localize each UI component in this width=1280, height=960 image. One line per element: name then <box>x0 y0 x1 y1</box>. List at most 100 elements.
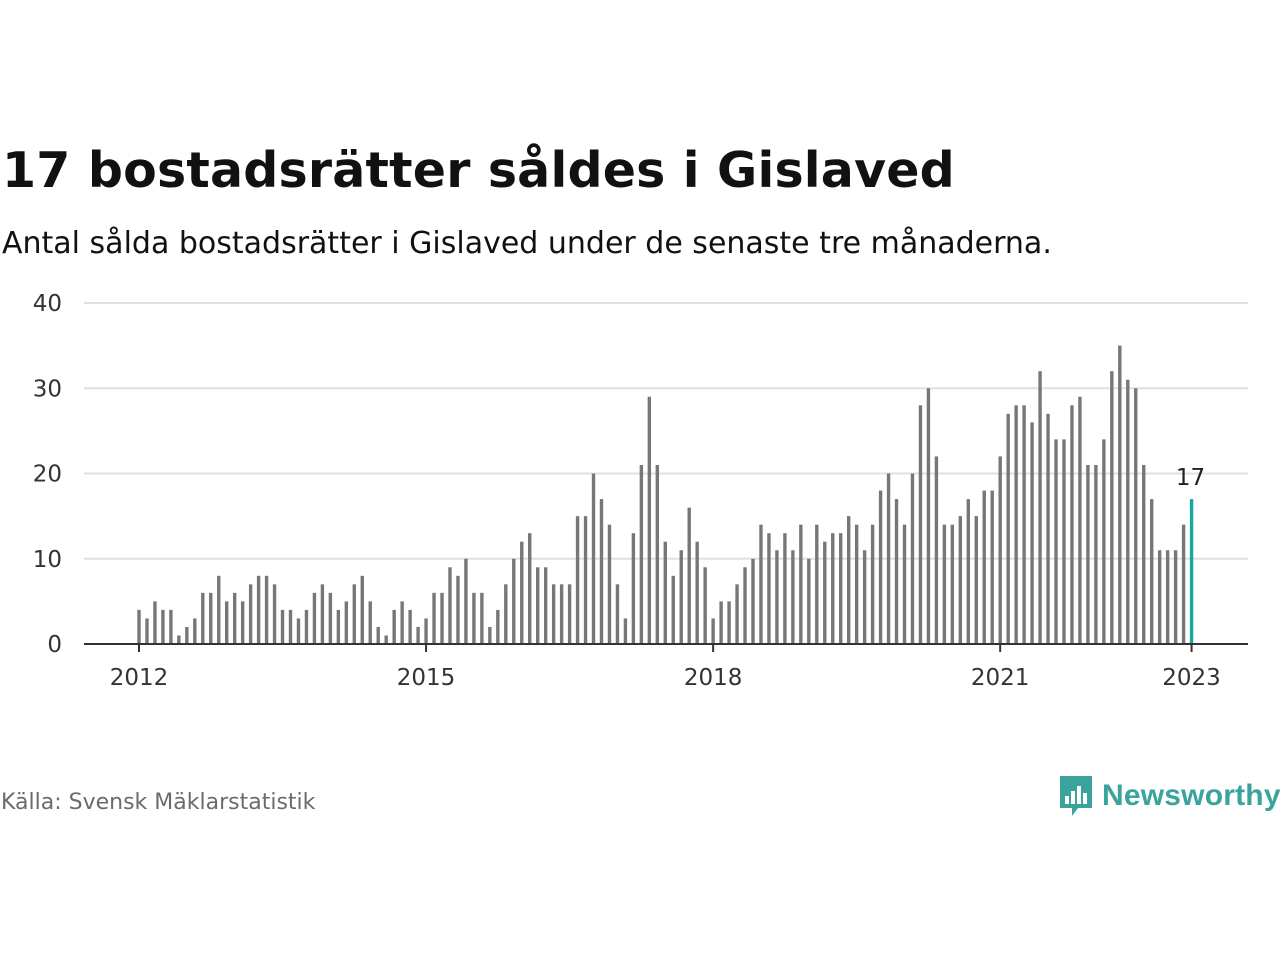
bar <box>735 584 739 644</box>
chart-subtitle: Antal sålda bostadsrätter i Gislaved und… <box>2 226 1052 261</box>
bar <box>400 601 404 644</box>
bar <box>512 558 516 644</box>
bar <box>974 516 978 644</box>
x-tick-label: 2021 <box>971 665 1030 691</box>
bar <box>727 601 731 644</box>
bar <box>1022 405 1026 644</box>
bar <box>966 499 970 644</box>
bar <box>360 575 364 644</box>
bar <box>1173 550 1178 644</box>
bar <box>1030 422 1034 644</box>
bar <box>998 456 1002 644</box>
bar <box>185 626 189 644</box>
bar <box>799 524 803 644</box>
bar <box>1181 524 1186 644</box>
value-annotation: 17 <box>1176 465 1205 491</box>
x-tick-label: 2018 <box>684 665 743 691</box>
bar <box>256 575 261 644</box>
bar <box>472 592 476 644</box>
bar <box>1142 464 1146 644</box>
brand-name: Newsworthy <box>1102 779 1280 812</box>
bar <box>886 473 891 644</box>
bar <box>870 524 875 644</box>
bar <box>815 524 819 644</box>
bar <box>1094 464 1098 644</box>
bar <box>432 592 436 644</box>
bar <box>767 533 771 644</box>
bar <box>536 567 540 644</box>
bar <box>823 541 827 644</box>
bar <box>647 396 652 644</box>
bar <box>711 618 715 644</box>
bar <box>288 609 293 644</box>
bar <box>280 609 285 644</box>
bar <box>1157 550 1162 644</box>
bar <box>352 584 356 644</box>
bar <box>480 592 484 644</box>
bar <box>687 507 691 644</box>
y-tick-label: 10 <box>33 547 62 573</box>
bar <box>950 524 955 644</box>
x-tick-label: 2012 <box>110 665 169 691</box>
bar <box>1046 413 1050 644</box>
bar <box>240 601 245 644</box>
bar <box>504 584 508 644</box>
bar <box>942 524 947 644</box>
bar <box>193 618 197 644</box>
y-tick-label: 0 <box>47 632 62 658</box>
bar <box>145 618 149 644</box>
bar <box>209 592 213 644</box>
bar <box>926 388 931 644</box>
bar <box>272 584 277 644</box>
bar <box>894 499 899 644</box>
bar <box>1118 345 1122 644</box>
bar <box>759 524 763 644</box>
y-tick-label: 40 <box>33 291 62 317</box>
bar <box>599 499 604 644</box>
bar <box>1149 499 1154 644</box>
bar <box>1086 464 1090 644</box>
bar <box>137 609 141 644</box>
bar-latest <box>1189 499 1194 644</box>
bar <box>1134 388 1138 644</box>
bar <box>559 584 564 644</box>
bar <box>1102 439 1106 644</box>
bar <box>807 558 811 644</box>
bar <box>655 464 660 644</box>
bar <box>304 609 309 644</box>
bar <box>488 626 492 644</box>
bar <box>958 516 963 644</box>
bar <box>543 567 548 644</box>
bar <box>520 541 524 644</box>
bar <box>679 550 683 644</box>
bar <box>631 533 636 644</box>
bar <box>336 609 341 644</box>
newsworthy-logo: Newsworthy <box>1058 772 1280 820</box>
source-note: Källa: Svensk Mäklarstatistik <box>1 790 316 815</box>
bar <box>1110 371 1114 644</box>
bar <box>1078 396 1082 644</box>
bar-chart: 0 10 20 30 40 2012 2015 2018 2021 2023 17 <box>33 291 1248 691</box>
bar <box>775 550 779 644</box>
bar <box>719 601 723 644</box>
bar <box>264 575 269 644</box>
bar <box>416 626 420 644</box>
bar <box>1070 405 1074 644</box>
bar <box>918 405 923 644</box>
bar <box>424 618 428 644</box>
bar <box>201 592 205 644</box>
bar <box>328 592 333 644</box>
bar <box>392 609 396 644</box>
bar <box>607 524 612 644</box>
bar <box>177 635 181 644</box>
bar <box>990 490 994 644</box>
bar <box>153 601 157 644</box>
bar <box>551 584 556 644</box>
bar <box>225 601 229 644</box>
bar <box>934 456 939 644</box>
bar <box>408 609 412 644</box>
bar <box>591 473 596 644</box>
bar <box>982 490 986 644</box>
bar <box>703 567 707 644</box>
bar <box>575 516 580 644</box>
